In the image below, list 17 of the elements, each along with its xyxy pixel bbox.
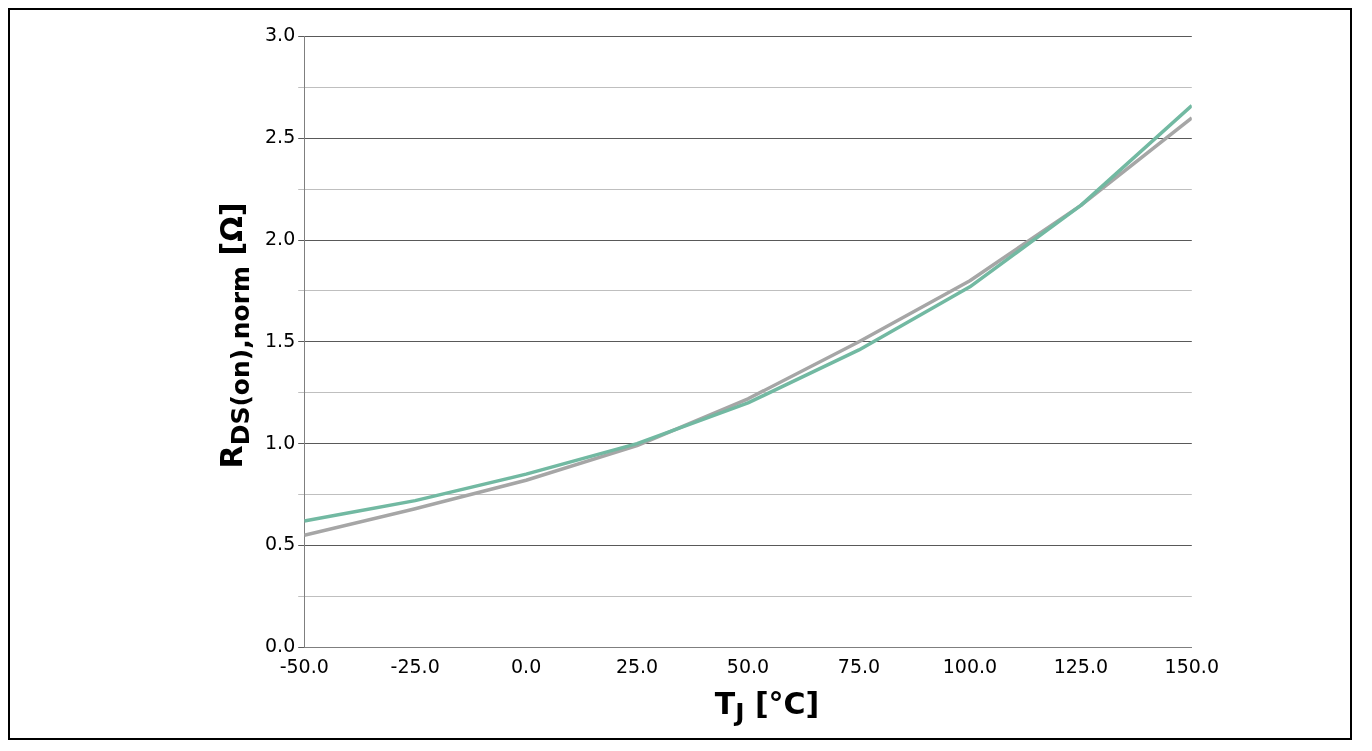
y-tick-label: 0.5 [265,532,296,555]
x-tick-label: -50.0 [279,654,329,677]
y-tick-label: 1.0 [265,430,296,453]
x-tick-label: 0.0 [511,654,542,677]
x-tick-label: 150.0 [1164,654,1220,677]
y-tick-label: 3.0 [265,23,296,46]
y-tick-label: 0.0 [265,634,296,657]
x-tick-label: -25.0 [390,654,440,677]
y-tick-label: 2.5 [265,125,296,148]
x-tick-label: 50.0 [726,654,770,677]
x-axis-title: T$_{J}$ [°C] [713,686,821,727]
x-tick-label: 100.0 [942,654,998,677]
y-tick-label: 1.5 [265,328,296,351]
y-tick-label: 2.0 [265,226,296,249]
x-tick-label: 75.0 [837,654,881,677]
x-tick-label: 125.0 [1053,654,1109,677]
x-tick-label: 25.0 [615,654,659,677]
